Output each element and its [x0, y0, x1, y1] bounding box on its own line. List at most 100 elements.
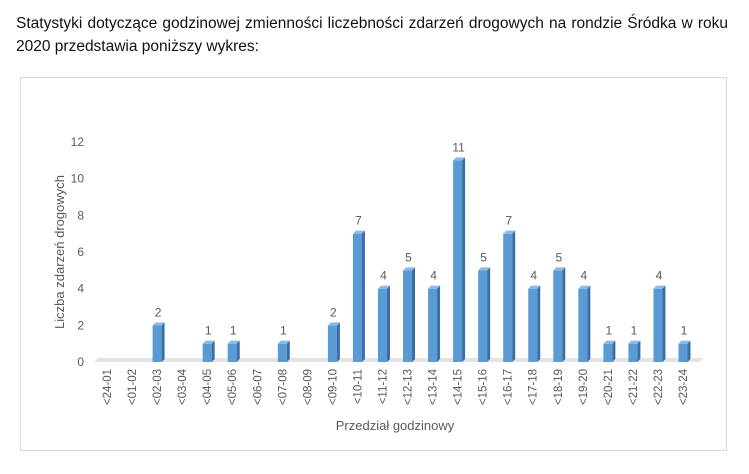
- bar: [202, 340, 215, 362]
- bar: [327, 322, 340, 362]
- y-tick-label: 4: [77, 282, 84, 296]
- data-label: 4: [380, 269, 387, 283]
- x-tick-label: <11-12: [377, 369, 389, 404]
- x-tick-label: <02-03: [152, 369, 164, 405]
- bar-top: [327, 322, 340, 326]
- bar-side: [236, 340, 240, 362]
- bar-side: [562, 267, 566, 362]
- bar-top: [202, 340, 215, 344]
- bar: [653, 285, 666, 362]
- x-tick-label: <06-07: [252, 369, 264, 405]
- bar-front: [403, 270, 413, 362]
- bar-front: [428, 288, 438, 362]
- x-tick-label: <17-18: [528, 369, 540, 405]
- y-tick-label: 8: [77, 208, 84, 222]
- data-label: 5: [480, 250, 487, 264]
- x-tick-label: <09-10: [327, 369, 339, 405]
- bar-top: [528, 285, 541, 289]
- x-tick-label: <16-17: [503, 369, 515, 405]
- bar: [377, 285, 390, 362]
- data-label: 7: [355, 214, 362, 228]
- bar-front: [152, 325, 162, 362]
- bar-side: [512, 230, 516, 362]
- x-tick-label: <05-06: [227, 369, 239, 405]
- bar-top: [678, 340, 691, 344]
- bar-front: [453, 160, 463, 362]
- data-label: 4: [580, 269, 587, 283]
- x-tick-label: <21-22: [628, 369, 640, 405]
- y-tick-label: 10: [71, 172, 85, 186]
- bar-front: [628, 343, 638, 362]
- bar-front: [377, 288, 387, 362]
- bar: [478, 267, 491, 362]
- bar-top: [578, 285, 591, 289]
- x-axis-label: Przedział godzinowy: [336, 418, 455, 433]
- x-tick-label: <13-14: [428, 368, 440, 405]
- bar: [352, 230, 365, 362]
- bar-side: [662, 285, 666, 362]
- data-label: 1: [606, 324, 613, 338]
- bar: [227, 340, 240, 362]
- chart-floor: [94, 358, 704, 362]
- x-tick-label: <15-16: [478, 369, 490, 405]
- bar-top: [503, 230, 516, 234]
- x-tick-label: <23-24: [678, 368, 690, 405]
- intro-paragraph: Statystyki dotyczące godzinowej zmiennoś…: [16, 15, 728, 55]
- bar: [277, 340, 290, 362]
- bar: [403, 267, 416, 362]
- bar-front: [327, 325, 337, 362]
- bar: [152, 322, 165, 362]
- bar-front: [478, 270, 488, 362]
- bar-front: [227, 343, 237, 362]
- x-tick-label: <20-21: [603, 369, 615, 405]
- bar-side: [286, 340, 290, 362]
- x-tick-label: <08-09: [302, 369, 314, 405]
- bar-front: [653, 288, 663, 362]
- data-label: 2: [155, 305, 162, 319]
- x-tick-label: <19-20: [578, 369, 590, 405]
- chart-frame: [20, 77, 727, 451]
- bar-top: [628, 340, 641, 344]
- x-tick-label: <03-04: [177, 368, 189, 405]
- data-label: 1: [230, 324, 237, 338]
- bar: [603, 340, 616, 362]
- bar-front: [603, 343, 613, 362]
- x-tick-label: <07-08: [277, 369, 289, 405]
- data-label: 11: [452, 140, 465, 154]
- bar: [628, 340, 641, 362]
- bar: [428, 285, 441, 362]
- bar: [528, 285, 541, 362]
- data-label: 4: [656, 269, 663, 283]
- data-label: 1: [205, 324, 212, 338]
- data-label: 4: [530, 269, 537, 283]
- y-tick-label: 2: [77, 318, 84, 332]
- data-label: 5: [555, 250, 562, 264]
- x-tick-label: <18-19: [553, 369, 565, 405]
- bar-front: [553, 270, 563, 362]
- bar-top: [478, 267, 491, 271]
- bar-top: [227, 340, 240, 344]
- bar-side: [612, 340, 616, 362]
- bar: [578, 285, 591, 362]
- x-tick-label: <12-13: [403, 369, 415, 405]
- bar-top: [453, 157, 466, 161]
- x-tick-label: <04-05: [202, 369, 214, 405]
- y-tick-label: 0: [77, 355, 84, 369]
- bar-top: [403, 267, 416, 271]
- bar-side: [336, 322, 340, 362]
- bar-side: [211, 340, 215, 362]
- bar-side: [437, 285, 441, 362]
- y-axis-label: Liczba zdarzeń drogowych: [52, 175, 67, 329]
- bar-top: [352, 230, 365, 234]
- bar-front: [578, 288, 588, 362]
- data-label: 2: [330, 305, 337, 319]
- bar-top: [603, 340, 616, 344]
- bar: [678, 340, 691, 362]
- bar-side: [161, 322, 165, 362]
- bar-top: [377, 285, 390, 289]
- bar-top: [653, 285, 666, 289]
- bar-front: [678, 343, 688, 362]
- bar-side: [386, 285, 390, 362]
- bar-side: [537, 285, 541, 362]
